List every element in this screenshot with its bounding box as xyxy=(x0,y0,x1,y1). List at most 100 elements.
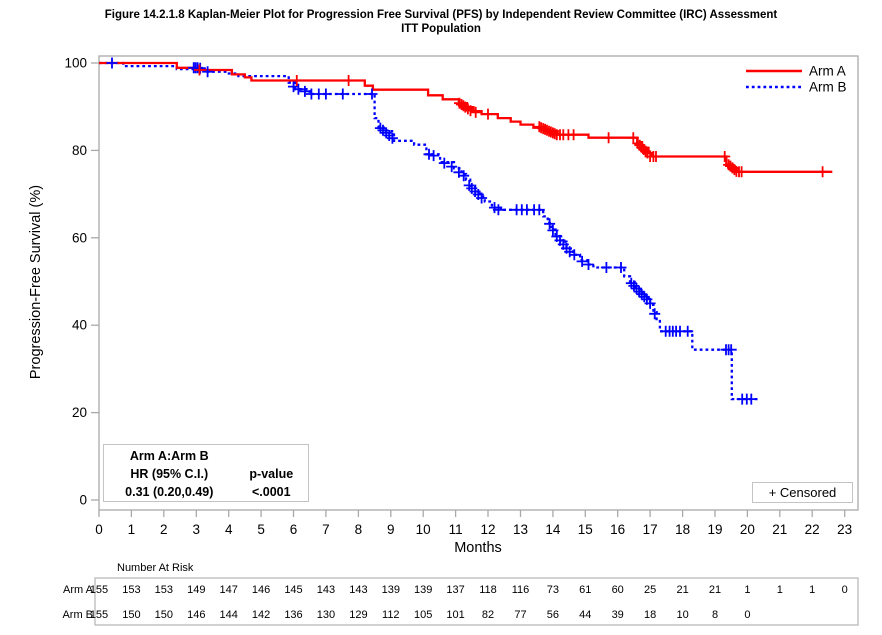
figure-title-line1: Figure 14.2.1.8 Kaplan-Meier Plot for Pr… xyxy=(104,9,778,21)
x-tick-label: 14 xyxy=(545,522,561,537)
at-risk-row-label: Arm B xyxy=(62,609,93,621)
stats-pvalue-header: p-value xyxy=(249,467,294,481)
figure-title-line2: ITT Population xyxy=(401,23,481,35)
x-tick-label: 17 xyxy=(643,522,658,537)
at-risk-value: 153 xyxy=(155,584,173,596)
plot-frame xyxy=(98,55,859,511)
at-risk-value: 144 xyxy=(220,609,238,621)
figure-title: Figure 14.2.1.8 Kaplan-Meier Plot for Pr… xyxy=(0,8,882,36)
at-risk-value: 101 xyxy=(446,609,464,621)
at-risk-value: 73 xyxy=(547,584,559,596)
at-risk-box xyxy=(94,577,859,626)
at-risk-value: 25 xyxy=(644,584,656,596)
x-tick-label: 3 xyxy=(193,522,201,537)
series-arm-b-censor-marks xyxy=(106,57,757,405)
x-tick-label: 7 xyxy=(322,522,330,537)
series-arm-a-line xyxy=(99,61,833,173)
x-tick-label: 21 xyxy=(772,522,787,537)
at-risk-value: 139 xyxy=(382,584,400,596)
at-risk-value: 129 xyxy=(349,609,367,621)
y-tick-label: 80 xyxy=(72,143,87,158)
stats-column-pvalue: p-value <.0001 xyxy=(235,447,308,501)
x-axis-title: Months xyxy=(454,540,502,556)
x-tick-label: 11 xyxy=(449,522,463,537)
at-risk-value: 39 xyxy=(612,609,624,621)
hr-stats-box: Arm A:Arm B HR (95% C.I.) 0.31 (0.20,0.4… xyxy=(103,444,309,502)
x-tick-label: 8 xyxy=(355,522,363,537)
at-risk-value: 153 xyxy=(122,584,140,596)
at-risk-value: 149 xyxy=(187,584,205,596)
series-arm-a-censor-marks xyxy=(194,64,829,178)
at-risk-value: 61 xyxy=(579,584,591,596)
at-risk-value: 137 xyxy=(446,584,464,596)
at-risk-value: 145 xyxy=(284,584,302,596)
x-tick-label: 15 xyxy=(578,522,593,537)
x-tick-label: 12 xyxy=(480,522,495,537)
y-tick-label: 60 xyxy=(72,230,87,245)
at-risk-value: 143 xyxy=(349,584,367,596)
at-risk-value: 147 xyxy=(220,584,238,596)
at-risk-value: 1 xyxy=(777,584,783,596)
y-axis-title: Progression-Free Survival (%) xyxy=(28,184,44,380)
x-tick-label: 13 xyxy=(513,522,528,537)
at-risk-value: 142 xyxy=(252,609,270,621)
at-risk-value: 150 xyxy=(122,609,140,621)
stats-hr-value: 0.31 (0.20,0.49) xyxy=(125,485,214,499)
at-risk-value: 118 xyxy=(479,584,497,596)
stats-comparison-label: Arm A:Arm B xyxy=(129,449,209,463)
at-risk-value: 139 xyxy=(414,584,432,596)
y-tick-label: 20 xyxy=(72,405,87,420)
at-risk-value: 10 xyxy=(676,609,688,621)
at-risk-value: 116 xyxy=(512,584,530,596)
at-risk-value: 44 xyxy=(579,609,591,621)
x-tick-label: 4 xyxy=(225,522,233,537)
at-risk-value: 0 xyxy=(744,609,750,621)
at-risk-value: 146 xyxy=(252,584,270,596)
x-tick-label: 2 xyxy=(160,522,168,537)
y-axis: 0 20 40 60 80 100 xyxy=(64,56,99,508)
x-tick-label: 22 xyxy=(805,522,820,537)
at-risk-value: 112 xyxy=(382,609,400,621)
stats-spacer xyxy=(235,447,308,465)
x-tick-label: 16 xyxy=(610,522,625,537)
x-tick-label: 10 xyxy=(416,522,431,537)
legend-label: Arm B xyxy=(809,80,847,95)
at-risk-value: 77 xyxy=(514,609,526,621)
at-risk-row-label: Arm A xyxy=(63,584,94,596)
censored-label: + Censored xyxy=(768,485,837,500)
stats-column-hr: Arm A:Arm B HR (95% C.I.) 0.31 (0.20,0.4… xyxy=(104,447,235,501)
x-tick-label: 18 xyxy=(675,522,690,537)
x-tick-label: 20 xyxy=(740,522,755,537)
at-risk-value: 150 xyxy=(155,609,173,621)
at-risk-value: 8 xyxy=(712,609,718,621)
at-risk-value: 143 xyxy=(317,584,335,596)
at-risk-value: 130 xyxy=(317,609,335,621)
at-risk-value: 155 xyxy=(90,609,108,621)
at-risk-value: 105 xyxy=(414,609,432,621)
x-tick-label: 19 xyxy=(707,522,722,537)
at-risk-value: 136 xyxy=(284,609,302,621)
legend-label: Arm A xyxy=(809,64,846,79)
at-risk-value: 56 xyxy=(547,609,559,621)
at-risk-header: Number At Risk xyxy=(117,562,194,574)
at-risk-value: 21 xyxy=(676,584,688,596)
at-risk-value: 60 xyxy=(612,584,624,596)
y-tick-label: 0 xyxy=(79,493,87,508)
at-risk-value: 18 xyxy=(644,609,656,621)
y-tick-label: 100 xyxy=(64,56,87,71)
x-axis: 0 1 2 3 4 5 6 7 8 9 10 11 12 13 14 15 16 17 18 19 20 21 22 23 xyxy=(95,510,852,537)
at-risk-value: 82 xyxy=(482,609,494,621)
at-risk-value: 1 xyxy=(809,584,815,596)
x-tick-label: 9 xyxy=(387,522,395,537)
series-arm-b-line xyxy=(99,61,758,401)
x-tick-label: 23 xyxy=(837,522,852,537)
x-tick-label: 0 xyxy=(95,522,103,537)
at-risk-value: 1 xyxy=(744,584,750,596)
y-tick-label: 40 xyxy=(72,318,87,333)
x-tick-label: 5 xyxy=(257,522,265,537)
stats-hr-header: HR (95% C.I.) xyxy=(130,467,209,481)
